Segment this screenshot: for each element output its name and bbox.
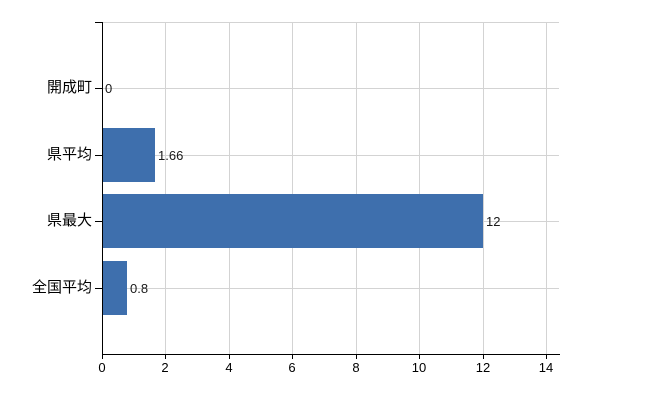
gridline-horizontal: [102, 155, 559, 156]
bar: [102, 261, 127, 315]
y-tick-mark: [95, 22, 102, 23]
gridline-vertical: [483, 22, 484, 354]
bar: [102, 194, 483, 248]
y-tick-mark: [95, 288, 102, 289]
x-tick-mark: [356, 354, 357, 359]
x-tick-label: 6: [288, 360, 296, 375]
x-tick-label: 12: [475, 360, 491, 375]
x-tick-label: 0: [98, 360, 106, 375]
x-tick-mark: [419, 354, 420, 359]
gridline-vertical: [546, 22, 547, 354]
gridline-vertical: [419, 22, 420, 354]
x-tick-mark: [483, 354, 484, 359]
y-tick-mark: [95, 88, 102, 89]
category-label: 全国平均: [31, 279, 92, 296]
x-tick-mark: [165, 354, 166, 359]
value-label: 0.8: [130, 281, 149, 296]
x-tick-mark: [102, 354, 103, 359]
gridline-vertical: [165, 22, 166, 354]
value-label: 1.66: [158, 148, 184, 163]
x-tick-label: 10: [411, 360, 427, 375]
category-label: 県最大: [46, 212, 92, 229]
y-axis-line: [102, 22, 103, 355]
y-tick-mark: [95, 155, 102, 156]
gridline-horizontal: [102, 22, 559, 23]
gridline-horizontal: [102, 288, 559, 289]
bar: [102, 128, 155, 182]
x-tick-label: 2: [161, 360, 169, 375]
x-tick-mark: [292, 354, 293, 359]
value-label: 0: [105, 81, 113, 96]
x-tick-label: 8: [352, 360, 360, 375]
x-tick-label: 4: [225, 360, 233, 375]
x-axis-line: [102, 354, 560, 355]
gridline-vertical: [292, 22, 293, 354]
x-tick-mark: [229, 354, 230, 359]
x-tick-label: 14: [538, 360, 554, 375]
x-tick-mark: [546, 354, 547, 359]
value-label: 12: [486, 214, 501, 229]
y-tick-mark: [95, 221, 102, 222]
category-label: 県平均: [46, 146, 92, 163]
gridline-vertical: [229, 22, 230, 354]
category-label: 開成町: [46, 79, 92, 96]
gridline-horizontal: [102, 88, 559, 89]
gridline-vertical: [356, 22, 357, 354]
